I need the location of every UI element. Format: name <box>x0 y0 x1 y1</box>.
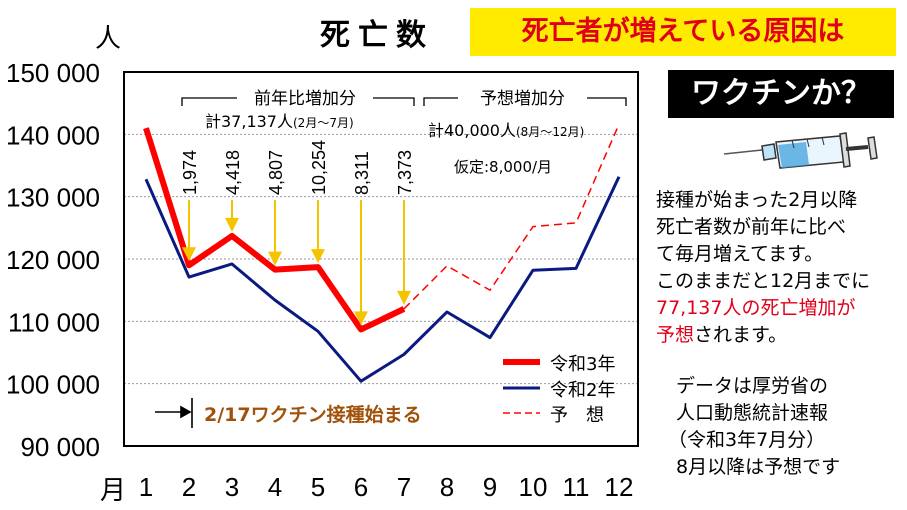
source-note: データは厚労省の 人口動態統計速報 （令和3年7月分） 8月以降は予想です <box>668 373 904 481</box>
increase-arrow-head <box>311 249 325 264</box>
y-tick-label: 150 000 <box>6 58 100 88</box>
x-tick-label: 3 <box>225 472 239 502</box>
series-lines <box>143 124 621 383</box>
y-tick-label: 130 000 <box>6 183 100 213</box>
x-tick-label: 1 <box>139 472 153 502</box>
x-tick-label: 5 <box>311 472 325 502</box>
series-line-2 <box>403 124 620 310</box>
headline-question: ワクチンか？ <box>668 70 894 118</box>
x-tick-label: 10 <box>519 472 548 502</box>
source-line-4: 8月以降は予想です <box>676 456 841 478</box>
bracket1-total: 計37,137人(2月～7月) <box>205 112 354 131</box>
syringe-icon <box>723 132 878 169</box>
vaccine-start-label: 2/17ワクチン接種始まる <box>204 404 422 426</box>
x-tick-label: 12 <box>605 472 634 502</box>
y-tick-label: 100 000 <box>6 370 100 400</box>
x-tick-labels: 1 2 3 4 5 6 7 8 9 10 11 12 <box>139 472 634 502</box>
side-line-2: 死亡者数が前年に比べ <box>656 216 847 238</box>
x-tick-label: 9 <box>483 472 497 502</box>
increase-value-label: 4,807 <box>266 150 286 195</box>
vaccine-start-arrow <box>155 398 193 428</box>
bracket-forecast <box>423 97 627 106</box>
series-line-1 <box>144 176 621 383</box>
increase-value-label: 7,373 <box>395 150 415 195</box>
bracket2-title: 予想増加分 <box>480 89 565 109</box>
x-tick-label: 8 <box>440 472 454 502</box>
bracket1-title: 前年比増加分 <box>254 89 356 109</box>
headline-banner: 死亡者が増えている原因は <box>470 8 896 56</box>
increase-arrow-head <box>182 247 196 262</box>
x-tick-label: 6 <box>354 472 368 502</box>
x-tick-label: 2 <box>182 472 196 502</box>
increase-value-label: 10,254 <box>309 140 329 195</box>
x-tick-label: 7 <box>397 472 411 502</box>
side-explanation: 接種が始まった2月以降 死亡者数が前年に比べ て毎月増えてます。 このままだと1… <box>656 187 906 349</box>
y-tick-label: 110 000 <box>8 307 100 337</box>
increase-arrow-head <box>268 251 282 266</box>
y-tick-labels: 150 000 140 000 130 000 120 000 110 000 100 0… <box>6 58 100 462</box>
increase-value-label: 1,974 <box>180 150 200 195</box>
x-tick-label: 4 <box>268 472 282 502</box>
source-line-1: データは厚労省の <box>676 375 829 397</box>
chart-title: 死亡数 <box>320 18 434 53</box>
y-axis-unit: 人 <box>95 24 122 54</box>
side-line-1: 接種が始まった2月以降 <box>656 189 858 211</box>
increase-value-label: 4,418 <box>223 150 243 195</box>
source-line-3: （令和3年7月分） <box>668 429 826 451</box>
gridlines <box>124 133 638 385</box>
increase-arrow-head <box>225 217 239 232</box>
legend-label-r2: 令和2年 <box>550 380 616 401</box>
x-tick-label: 11 <box>563 472 590 502</box>
side-line-6: 予想されます。 <box>656 324 788 346</box>
y-tick-label: 120 000 <box>6 245 100 275</box>
bracket2-total: 計40,000人(8月～12月) <box>428 121 585 140</box>
increase-arrow-head <box>354 311 368 326</box>
plot-frame <box>123 71 639 447</box>
x-axis-unit: 月 <box>100 476 127 506</box>
increase-arrow-head <box>397 290 411 305</box>
legend-label-forecast: 予 想 <box>550 405 604 426</box>
bracket-past <box>181 97 415 106</box>
increase-arrows: 1,974 4,418 4,807 10,254 8,311 7,373 <box>180 140 415 326</box>
side-line-4: このままだと12月までに <box>656 270 871 292</box>
side-line-5: 77,137人の死亡増加が <box>656 297 856 319</box>
side-line-3: て毎月増えてます。 <box>656 243 824 265</box>
source-line-2: 人口動態統計速報 <box>676 402 829 424</box>
assumption-label: 仮定:8,000/月 <box>454 158 553 176</box>
increase-value-label: 8,311 <box>352 151 372 195</box>
y-tick-label: 140 000 <box>6 120 100 150</box>
legend-label-r3: 令和3年 <box>550 354 616 375</box>
y-tick-label: 90 000 <box>20 432 100 462</box>
